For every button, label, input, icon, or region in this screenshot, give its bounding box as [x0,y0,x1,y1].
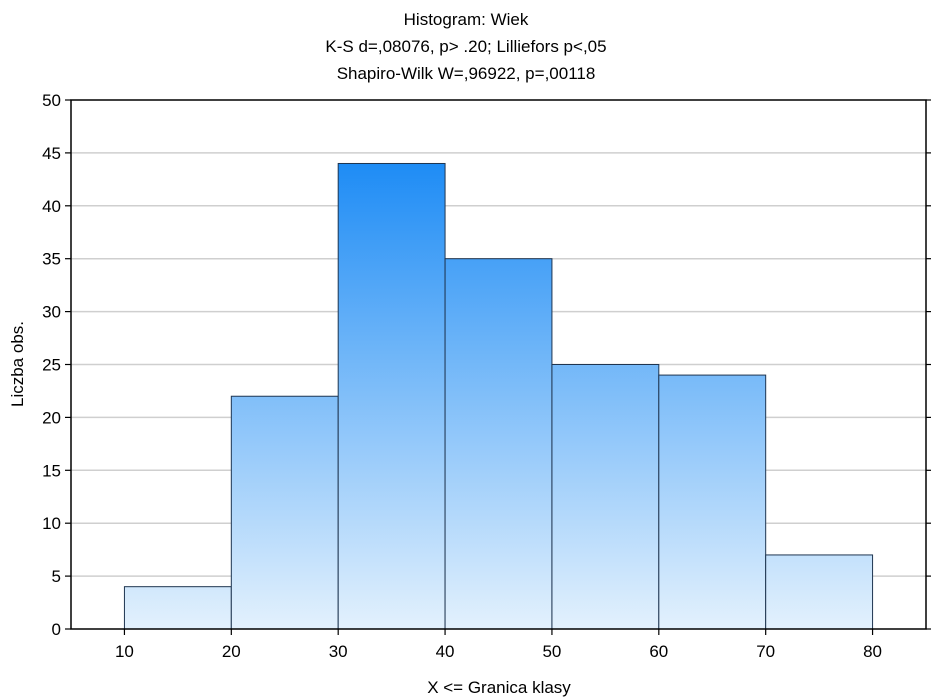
y-tick-label: 5 [52,567,61,586]
y-tick-label: 50 [42,91,61,110]
y-tick-label: 40 [42,197,61,216]
y-axis-title: Liczba obs. [8,321,27,407]
bars-layer [123,162,874,630]
x-tick-label: 80 [863,642,882,661]
y-tick-label: 25 [42,356,61,375]
x-tick-label: 30 [329,642,348,661]
y-tick-label: 35 [42,250,61,269]
histogram-bar [123,586,232,630]
histogram-bar [230,395,339,630]
chart-subtitle-ks: K-S d=,08076, p> .20; Lilliefors p<,05 [325,37,607,56]
histogram-bar [658,374,767,630]
histogram-bar [444,258,553,630]
histogram-bar [337,162,446,630]
labels-layer: 0 5 10 15 20 25 30 35 40 45 50 10 20 30 40 50 60 70 80 [42,91,882,661]
x-tick-label: 50 [542,642,561,661]
x-tick-label: 60 [649,642,668,661]
axes-layer [65,99,931,635]
histogram-bar [551,364,660,630]
chart-title: Histogram: Wiek [403,10,529,29]
x-tick-label: 10 [115,642,134,661]
x-tick-label: 70 [756,642,775,661]
x-tick-label: 40 [436,642,455,661]
y-tick-label: 45 [42,144,61,163]
y-tick-label: 30 [42,303,61,322]
y-tick-label: 15 [42,461,61,480]
chart-subtitle-sw: Shapiro-Wilk W=,96922, p=,00118 [336,64,596,83]
y-tick-label: 10 [42,514,61,533]
y-tick-label: 20 [42,408,61,427]
y-tick-label: 0 [52,620,61,639]
histogram-bar [765,554,874,630]
x-tick-label: 20 [222,642,241,661]
x-axis-title: X <= Granica klasy [427,678,571,697]
